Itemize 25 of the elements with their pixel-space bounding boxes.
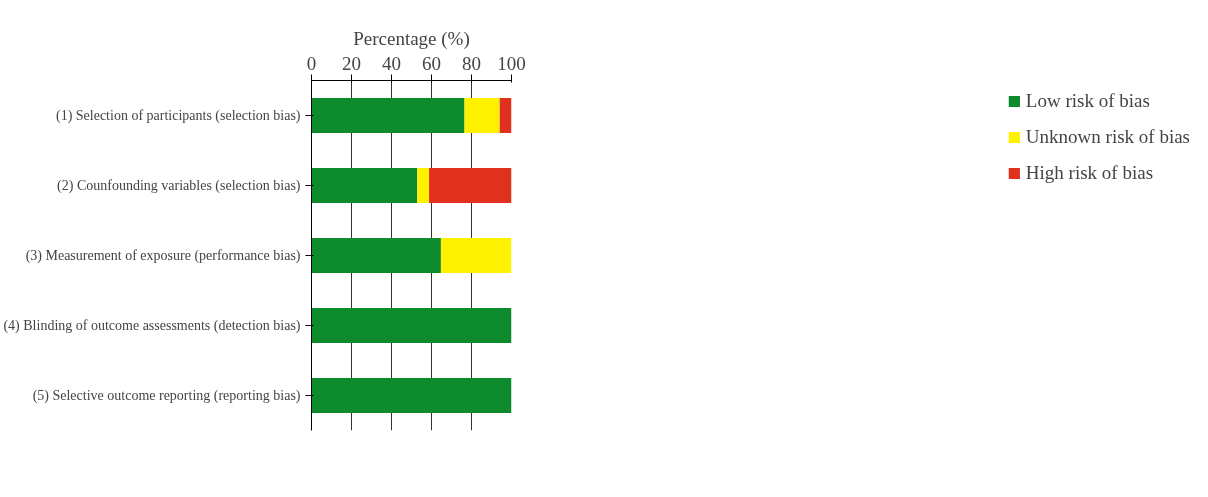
bar [311,238,441,273]
y-tick-label: (4) Blinding of outcome assessments (detection bias) [3,318,301,334]
y-tick-label: (2) Counfounding variables (selection bias) [57,178,301,194]
bar [429,168,512,203]
bar [417,168,430,203]
x-axis-title: Percentage (%) [353,27,470,50]
x-tick-label: 80 [462,52,481,74]
x-tick-label: 0 [306,52,317,74]
y-tick-label: (3) Measurement of exposure (performance bias) [25,248,301,264]
x-tick-label: 100 [497,52,526,74]
x-tick-label: 60 [422,52,441,74]
y-tick-label: (5) Selective outcome reporting (reporting bias) [32,388,301,404]
bar [464,98,500,133]
bar [440,238,512,273]
bar [311,308,512,343]
bar [311,378,512,413]
legend-label: Unknown risk of bias [1025,126,1190,148]
legend-label: High risk of bias [1025,162,1154,184]
y-tick-label: (1) Selection of participants (selection bias) [55,108,301,124]
bar [311,168,418,203]
x-tick-label: 20 [342,52,361,74]
bar [311,98,465,133]
x-tick-label: 40 [382,52,401,74]
legend-label: Low risk of bias [1025,90,1150,112]
bar [499,98,512,133]
